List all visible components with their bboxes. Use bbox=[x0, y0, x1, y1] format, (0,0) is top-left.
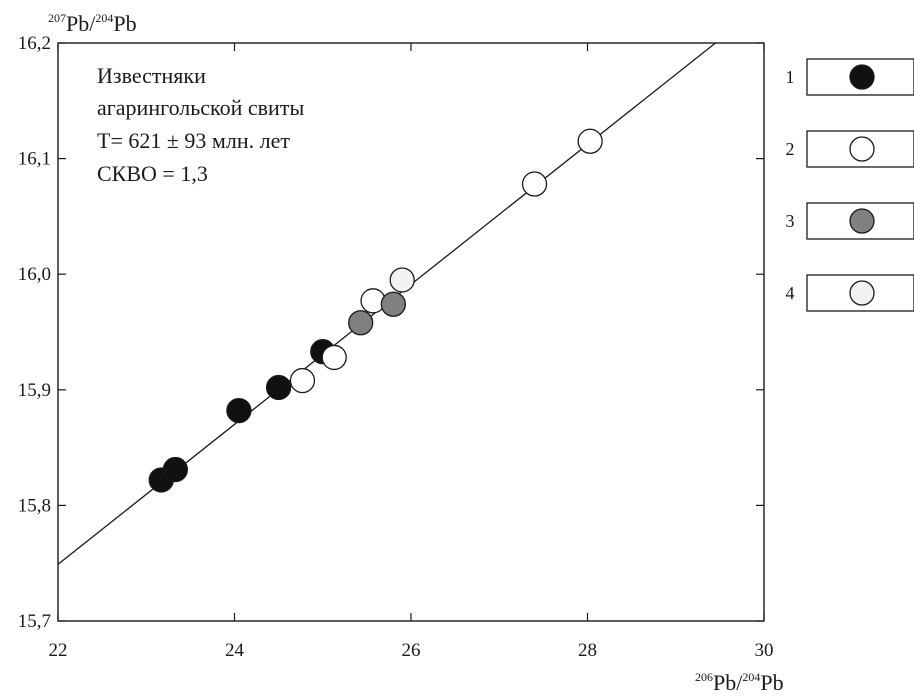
data-point-series-3 bbox=[380, 291, 407, 317]
data-point-series-2 bbox=[321, 344, 347, 371]
data-point-series-2 bbox=[577, 128, 603, 154]
y-tick-label: 16,2 bbox=[18, 33, 51, 54]
data-point-series-2 bbox=[289, 367, 316, 394]
y-tick-label: 16,0 bbox=[18, 264, 51, 285]
data-point-series-2 bbox=[521, 171, 548, 197]
data-point-series-4 bbox=[389, 267, 415, 293]
legend-label: 1 bbox=[786, 67, 795, 87]
legend-marker-1 bbox=[849, 64, 875, 90]
y-tick-label: 15,7 bbox=[18, 611, 51, 632]
data-point-series-1 bbox=[265, 374, 292, 401]
annotation-line-4: СКВО = 1,3 bbox=[97, 161, 208, 186]
legend-label: 2 bbox=[786, 139, 795, 159]
data-point-series-1 bbox=[162, 456, 189, 483]
annotation-line-1: Известняки bbox=[97, 63, 206, 88]
annotation-line-2: агарингольской свиты bbox=[97, 95, 304, 120]
y-tick-label: 16,1 bbox=[18, 149, 51, 170]
x-tick-label: 26 bbox=[402, 640, 421, 661]
data-points bbox=[148, 128, 603, 493]
legend-label: 4 bbox=[786, 283, 795, 303]
y-tick-label: 15,8 bbox=[18, 495, 51, 516]
data-point-series-3 bbox=[348, 310, 374, 336]
x-tick-label: 30 bbox=[755, 640, 774, 661]
x-axis-label: 206Pb/204Pb bbox=[695, 670, 784, 695]
y-axis-label: 207Pb/204Pb bbox=[48, 11, 137, 36]
y-tick-label: 15,9 bbox=[18, 380, 51, 401]
x-tick-label: 22 bbox=[49, 640, 68, 661]
x-tick-label: 24 bbox=[225, 640, 245, 661]
legend-label: 3 bbox=[786, 211, 795, 231]
legend-marker-2 bbox=[849, 136, 875, 162]
legend: 1 2 3 4 bbox=[786, 58, 914, 312]
data-point-series-1 bbox=[226, 397, 252, 424]
legend-marker-4 bbox=[849, 280, 875, 306]
x-tick-label: 28 bbox=[578, 640, 597, 661]
y-axis: 15,7 15,8 15,9 16,0 16,1 16,2 bbox=[18, 33, 764, 632]
annotation-line-3: T= 621 ± 93 млн. лет bbox=[97, 128, 290, 153]
legend-marker-3 bbox=[849, 208, 875, 234]
x-axis: 22 24 26 28 30 bbox=[49, 43, 774, 661]
